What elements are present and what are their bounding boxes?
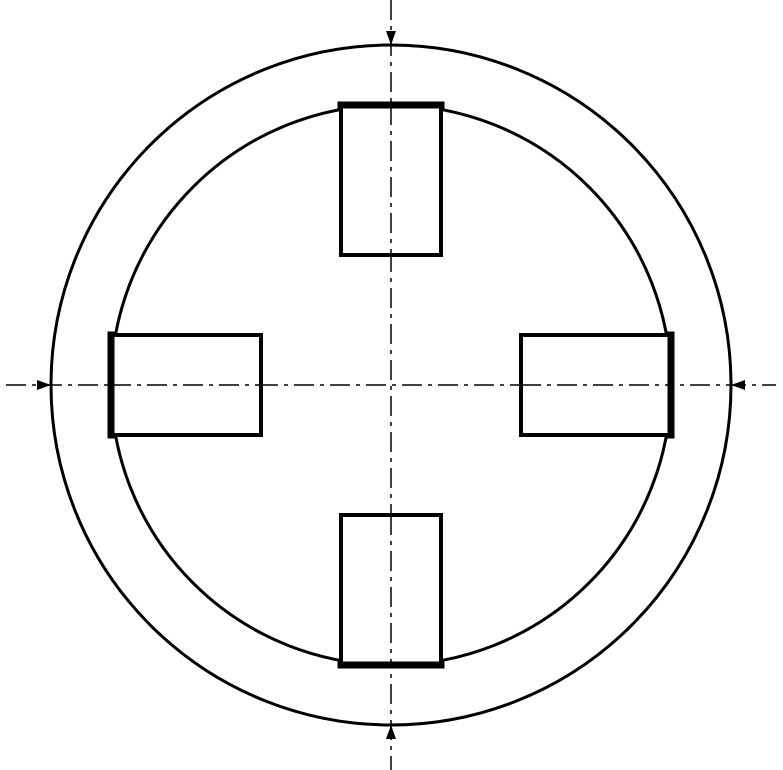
dimension-arrow [386,725,396,739]
dimension-arrow [731,380,745,390]
diagram-canvas [0,0,783,770]
dimension-arrow [37,380,51,390]
dimension-arrow [386,31,396,45]
